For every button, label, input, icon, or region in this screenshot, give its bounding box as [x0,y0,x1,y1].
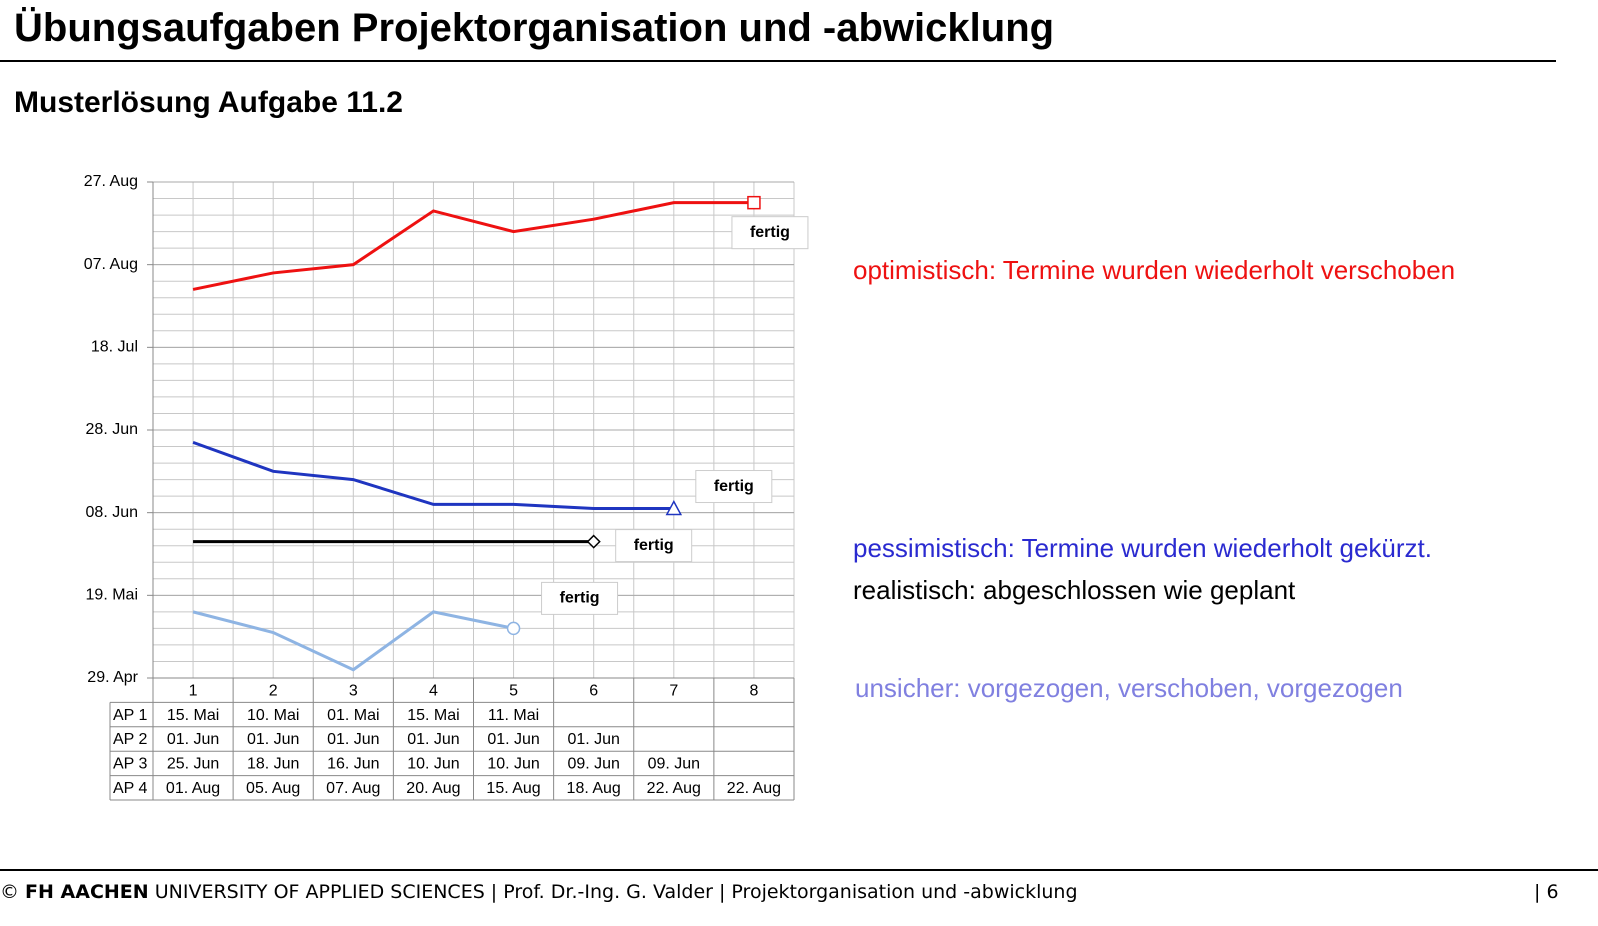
table-cell: 01. Jun [487,731,539,748]
annotation-box [541,581,619,615]
table-cell: 20. Aug [406,780,460,797]
annotation: fertig [714,478,754,495]
row-label: AP 2 [113,731,148,748]
row-label: AP 3 [113,756,148,773]
table-cell: 05. Aug [246,780,300,797]
end-marker [747,195,761,210]
table-cell: 01. Mai [327,707,379,724]
y-tick-label: 19. Mai [86,587,138,604]
y-tick-label: 07. Aug [84,256,138,273]
x-tick-label: 2 [269,682,278,699]
x-tick-label: 5 [509,682,518,699]
table-cell: 18. Jun [247,756,299,773]
rule [0,869,1598,871]
table-cell: 11. Mai [488,707,539,724]
table-cell: 01. Jun [247,731,299,748]
title: Übungsaufgaben Projektorganisation und -… [14,6,1055,50]
page-number: | 6 [1534,881,1559,903]
series-line [192,201,754,291]
y-tick-label: 29. Apr [87,669,138,686]
explanation: unsicher: vorgezogen, verschoben, vorgez… [855,673,1403,703]
x-tick-label: 1 [189,682,198,699]
y-tick-label: 08. Jun [86,504,138,521]
table-cell: 07. Aug [326,780,380,797]
explanation: optimistisch: Termine wurden wiederholt … [853,255,1456,285]
copyright: © [0,881,19,903]
table-cell: 16. Jun [327,756,379,773]
annotation: fertig [750,224,790,241]
annotation-box [731,216,809,250]
row-label: AP 4 [113,780,148,797]
table-cell: 01. Aug [166,780,220,797]
x-tick-label: 3 [349,682,358,699]
table-cell: 15. Mai [407,707,459,724]
table-cell: 15. Aug [486,780,540,797]
annotation: fertig [560,590,600,607]
row-label: AP 1 [113,707,148,724]
table-cell: 10. Jun [407,756,459,773]
rule [0,60,1556,62]
y-tick-label: 27. Aug [84,173,138,190]
table-cell: 25. Jun [167,756,219,773]
table-cell: 01. Jun [567,731,619,748]
series-line [192,440,674,511]
table-cell: 10. Jun [487,756,539,773]
explanation: realistisch: abgeschlossen wie geplant [853,575,1296,605]
table-cell: 22. Aug [727,780,781,797]
annotation-box [695,470,773,504]
x-tick-label: 7 [669,682,678,699]
footer-text: UNIVERSITY OF APPLIED SCIENCES | Prof. D… [154,881,1078,903]
series-line [192,610,514,672]
table-cell: 18. Aug [567,780,621,797]
end-marker [586,534,601,549]
annotation-box [615,529,693,563]
x-tick-label: 8 [749,682,758,699]
end-marker [665,499,683,516]
end-marker [506,621,521,636]
table-cell: 09. Jun [567,756,619,773]
x-tick-label: 6 [589,682,598,699]
table-cell: 01. Jun [327,731,379,748]
explanation: pessimistisch: Termine wurden wiederholt… [853,533,1432,563]
table-cell: 01. Jun [407,731,459,748]
table-cell: 01. Jun [167,731,219,748]
x-tick-label: 4 [429,682,438,699]
annotation: fertig [634,537,674,554]
table-cell: 09. Jun [648,756,700,773]
chart: 29. Apr 19. Mai 08. Jun 28. Jun 18. Jul 07. A… [84,173,809,801]
subtitle: Musterlösung Aufgabe 11.2 [14,86,403,119]
table-cell: 22. Aug [647,780,701,797]
table-cell: 10. Mai [247,707,299,724]
org: FH AACHEN [25,881,149,903]
table-cell: 15. Mai [167,707,219,724]
y-tick-label: 28. Jun [86,421,138,438]
y-tick-label: 18. Jul [91,339,138,356]
footer: © FH AACHEN UNIVERSITY OF APPLIED SCIENC… [0,881,1078,903]
